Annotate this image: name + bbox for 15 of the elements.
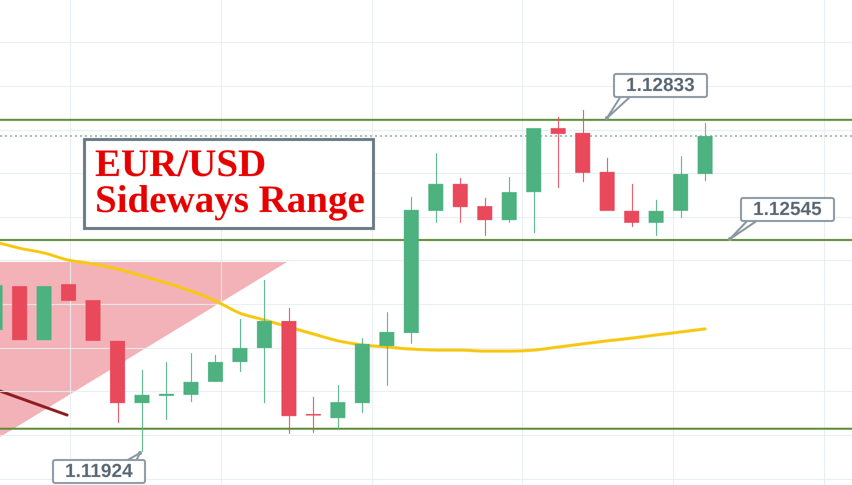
candlestick <box>550 116 566 188</box>
candlestick <box>208 354 223 382</box>
candlestick <box>184 352 198 403</box>
candlestick <box>648 199 664 236</box>
candlestick <box>232 318 248 372</box>
candlestick <box>477 197 492 236</box>
candlestick <box>624 183 640 228</box>
candlestick <box>61 284 76 302</box>
candlestick <box>330 384 346 431</box>
candlestick <box>306 396 321 434</box>
candlestick <box>452 178 468 224</box>
candlestick <box>134 369 150 452</box>
title-box: EUR/USD Sideways Range <box>83 138 375 230</box>
candlestick <box>379 312 394 386</box>
candlestick <box>159 362 174 420</box>
